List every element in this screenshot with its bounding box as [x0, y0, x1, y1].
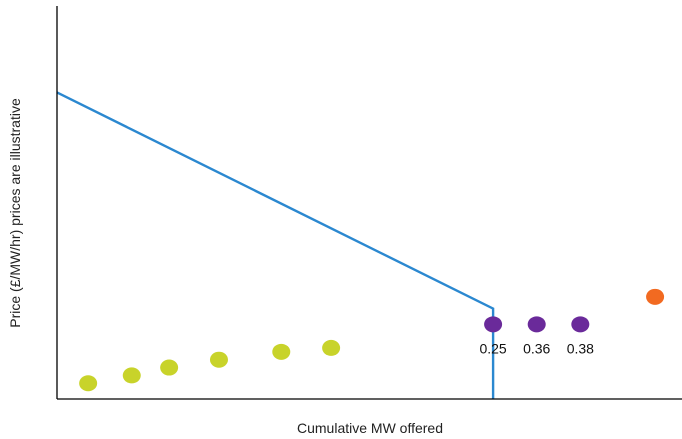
data-point-s1-1: [79, 375, 98, 392]
y-axis-title: Price (£/MW/hr) prices are illustrative: [7, 98, 23, 328]
data-point-s2-1: [484, 316, 503, 333]
data-label-3: 0.38: [567, 340, 594, 356]
data-point-s1-4: [209, 351, 228, 368]
data-point-s1-3: [160, 359, 179, 376]
data-label-1: 0.25: [479, 340, 506, 356]
data-point-s1-6: [322, 339, 341, 356]
data-label-2: 0.36: [523, 340, 550, 356]
data-point-s1-2: [122, 367, 141, 384]
plot-area: 0.25 0.36 0.38: [56, 91, 665, 399]
price-line: [56, 91, 495, 399]
x-axis-title: Cumulative MW offered: [297, 420, 443, 436]
data-point-s2-2: [527, 316, 546, 333]
data-point-s2-3: [571, 316, 590, 333]
data-point-s1-5: [272, 343, 291, 360]
data-point-s3-1: [646, 288, 665, 305]
